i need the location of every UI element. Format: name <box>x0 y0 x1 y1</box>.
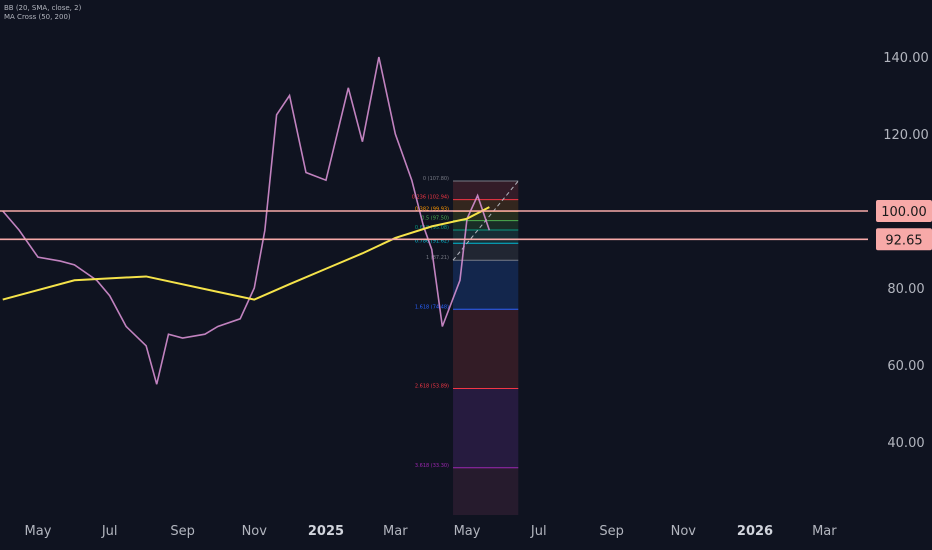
ma-200-line <box>2 206 490 301</box>
fib-zone <box>453 229 519 244</box>
fib-zone <box>453 211 519 221</box>
fib-level-label: 0.786 (91.62) <box>415 238 449 244</box>
fib-level-label: 1.618 (74.48) <box>415 304 449 310</box>
fib-level-label: 0 (107.80) <box>423 176 449 182</box>
x-tick-label: May <box>454 524 481 539</box>
y-tick-label: 140.00 <box>883 51 929 66</box>
fib-zone <box>453 388 519 468</box>
fib-zone <box>453 243 519 261</box>
fib-zone <box>453 180 519 200</box>
price-tag: 92.65 <box>885 233 922 248</box>
x-tick-label: 2025 <box>308 524 344 539</box>
x-tick-label: Sep <box>170 524 195 539</box>
fib-level-label: 1 (87.21) <box>426 255 449 261</box>
x-tick-label: Jul <box>101 524 118 539</box>
legend-bb[interactable]: BB (20, SMA, close, 2) <box>4 4 82 12</box>
x-tick-label: Mar <box>812 524 837 539</box>
y-tick-label: 40.00 <box>887 436 924 451</box>
fib-level-label: 0.236 (102.94) <box>412 195 449 201</box>
x-tick-label: Jul <box>530 524 547 539</box>
x-tick-label: Nov <box>242 524 268 539</box>
fib-level-label: 2.618 (53.89) <box>415 384 449 390</box>
fib-level-label: 3.618 (33.30) <box>415 463 449 469</box>
fib-zone <box>453 220 519 230</box>
x-tick-label: 2026 <box>737 524 773 539</box>
price-tag-bg <box>876 228 932 251</box>
fib-level-label: 0.382 (99.93) <box>415 206 449 212</box>
x-tick-label: Sep <box>599 524 624 539</box>
y-tick-label: 80.00 <box>887 282 924 297</box>
x-tick-label: Mar <box>383 524 408 539</box>
price-tag: 100.00 <box>881 205 927 220</box>
fib-zone <box>453 260 519 310</box>
price-tag-bg <box>876 200 932 222</box>
fib-zone <box>453 309 519 389</box>
y-tick-label: 60.00 <box>887 359 924 374</box>
fib-level-label: 0.618 (95.08) <box>415 225 449 231</box>
fib-level-label: 0.5 (97.50) <box>421 216 449 222</box>
y-tick-label: 120.00 <box>883 128 929 143</box>
x-tick-label: Nov <box>671 524 697 539</box>
fib-zone <box>453 467 519 515</box>
fib-zone <box>453 199 519 212</box>
x-tick-label: May <box>25 524 52 539</box>
legend-ma-cross[interactable]: MA Cross (50, 200) <box>4 13 71 21</box>
price-series <box>2 56 491 385</box>
